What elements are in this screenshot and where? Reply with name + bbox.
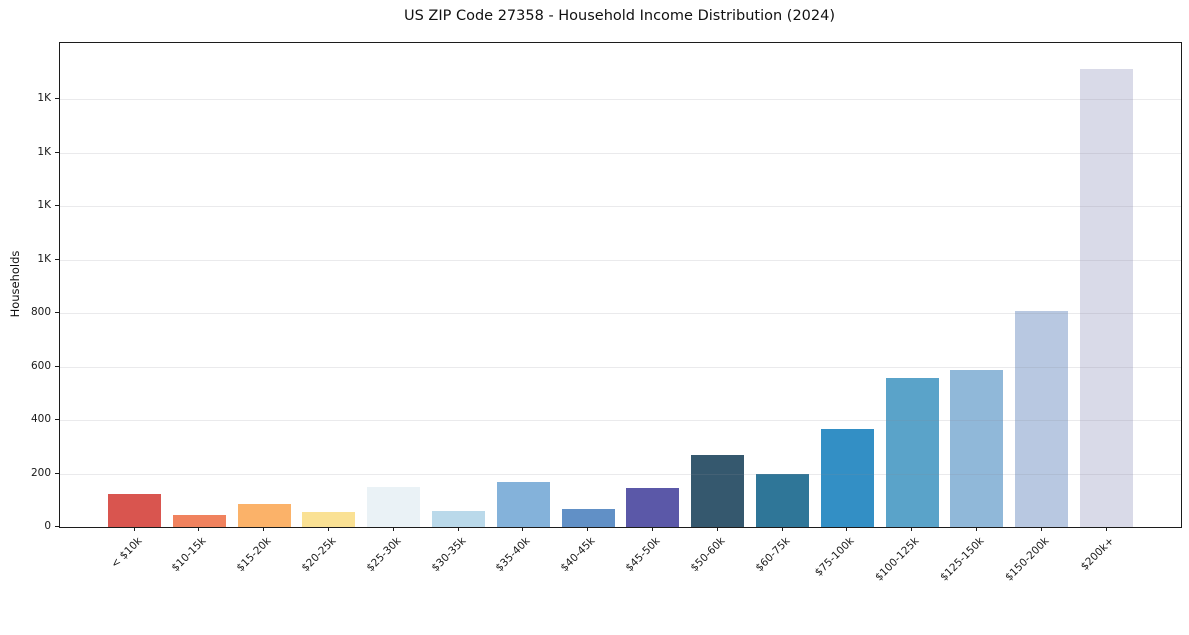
y-tick-mark [55,365,59,367]
y-tick-mark [55,526,59,527]
y-tick-mark [55,472,59,474]
y-tick-label: 600 [30,359,51,372]
bar-$35-40k [496,482,550,527]
y-tick-mark [55,151,59,153]
y-tick-mark [55,419,59,420]
y-tick-label: 1K [37,252,51,265]
x-tick-mark [975,527,977,531]
x-tick-mark [911,527,913,531]
bar-$20-25k [302,511,356,527]
x-tick-mark [392,527,394,531]
bar-$150-200k [1015,310,1069,527]
gridline-y600 [60,366,1181,368]
bar-$60-75k [756,474,809,527]
bar-$125-150k [950,369,1004,527]
bar-$50-60k [691,454,745,527]
gridline-y800 [60,313,1181,315]
gridline-y200 [60,473,1181,475]
gridline-y400 [60,420,1181,421]
x-tick-mark [1040,527,1042,531]
gridline-y1600 [60,99,1181,101]
y-tick-mark [55,205,59,207]
bar-$15-20k [237,504,291,527]
y-tick-label: 1K [37,145,51,158]
figure: US ZIP Code 27358 - Household Income Dis… [8,8,1182,584]
bar-$100-125k [885,377,939,527]
bar-< $10k [108,493,161,527]
x-tick-mark [716,527,718,531]
chart-title: US ZIP Code 27358 - Household Income Dis… [403,8,836,24]
x-tick-mark [781,527,783,531]
x-tick-mark [651,527,653,531]
bar-$25-30k [367,487,421,527]
y-tick-label: 1K [37,199,51,212]
y-tick-label: 0 [44,520,51,532]
x-tick-mark [1105,527,1107,531]
x-tick-mark [457,527,459,531]
x-tick-mark [522,527,524,531]
x-tick-mark [587,527,589,531]
bar-$30-35k [432,510,485,527]
y-tick-mark [55,312,59,314]
gridline-y1400 [60,152,1181,154]
y-tick-label: 400 [30,413,51,425]
y-tick-label: 1K [37,92,51,105]
bar-$75-100k [820,428,874,527]
y-tick-mark [55,258,59,260]
x-tick-mark [846,527,848,531]
x-tick-mark [263,527,265,531]
x-tick-mark [133,527,135,531]
y-tick-label: 200 [30,466,51,479]
gridline-y1000 [60,259,1181,261]
plot-area [59,42,1182,528]
bar-$200k+ [1080,68,1133,527]
x-tick-mark [327,527,329,531]
bar-$45-50k [626,488,680,527]
y-tick-label: 800 [30,306,51,319]
y-tick-mark [55,98,59,100]
bar-$10-15k [172,515,226,527]
gridline-y1200 [60,206,1181,208]
bar-$40-45k [561,509,615,527]
x-tick-mark [198,527,200,531]
